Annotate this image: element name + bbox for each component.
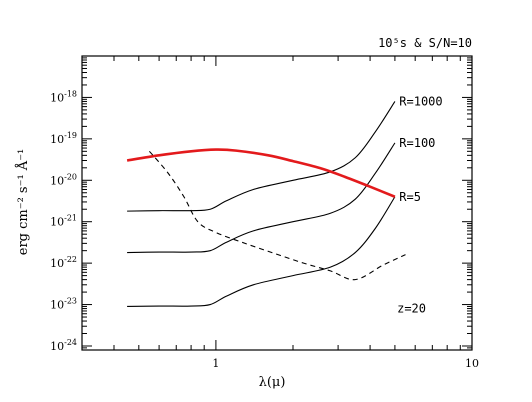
chart-title: 10⁵s & S/N=10 bbox=[378, 36, 472, 50]
y-axis-label: erg cm⁻² s⁻¹ Å⁻¹ bbox=[15, 149, 31, 256]
series-line-dashed-4 bbox=[148, 150, 406, 281]
series-line-z-20 bbox=[126, 148, 396, 198]
y-tick-label: 10-18 bbox=[50, 89, 77, 104]
y-tick-label: 10-23 bbox=[50, 297, 77, 312]
plot-frame bbox=[81, 55, 473, 351]
series-line-r-5 bbox=[127, 196, 396, 307]
y-tick-label: 10-22 bbox=[50, 255, 77, 270]
series-line-r-1000 bbox=[127, 101, 396, 212]
x-axis-label: λ(μ) bbox=[259, 375, 286, 390]
y-tick-label: 10-24 bbox=[50, 338, 77, 353]
annotations-group: R=1000 R=100 R=5 z=20 bbox=[397, 94, 443, 315]
y-tick-label: 10-19 bbox=[50, 131, 77, 146]
axis-ticks: 1 10 10-18 10-19 10-20 10-21 10-22 10-23 10-24 bbox=[50, 55, 479, 370]
annotation-z-20: z=20 bbox=[397, 302, 426, 316]
series-group bbox=[126, 101, 406, 307]
annotation-r-100: R=100 bbox=[399, 136, 435, 150]
plot-border bbox=[81, 55, 473, 351]
annotation-r-1000: R=1000 bbox=[399, 94, 442, 108]
y-tick-label: 10-20 bbox=[50, 172, 77, 187]
x-tick-label: 10 bbox=[465, 357, 479, 370]
series-line-r-100 bbox=[127, 142, 396, 254]
y-tick-label: 10-21 bbox=[50, 214, 77, 229]
x-tick-label: 1 bbox=[212, 357, 219, 370]
annotation-r-5: R=5 bbox=[399, 190, 421, 204]
